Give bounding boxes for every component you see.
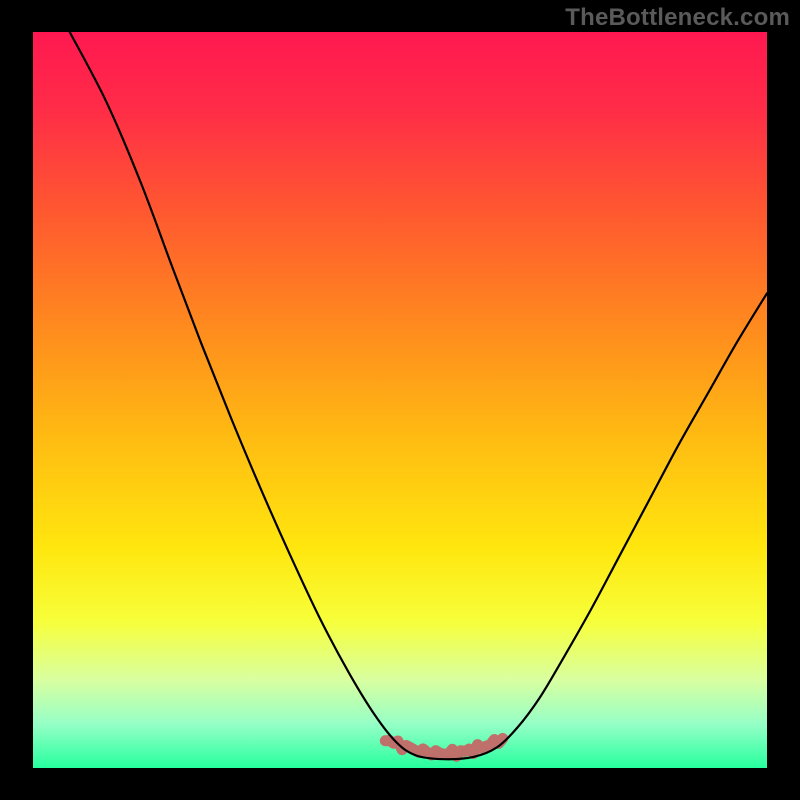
bottleneck-curve-chart: [0, 0, 800, 800]
gradient-background: [33, 32, 767, 768]
watermark-text: TheBottleneck.com: [565, 4, 790, 32]
figure-root: TheBottleneck.com: [0, 0, 800, 800]
